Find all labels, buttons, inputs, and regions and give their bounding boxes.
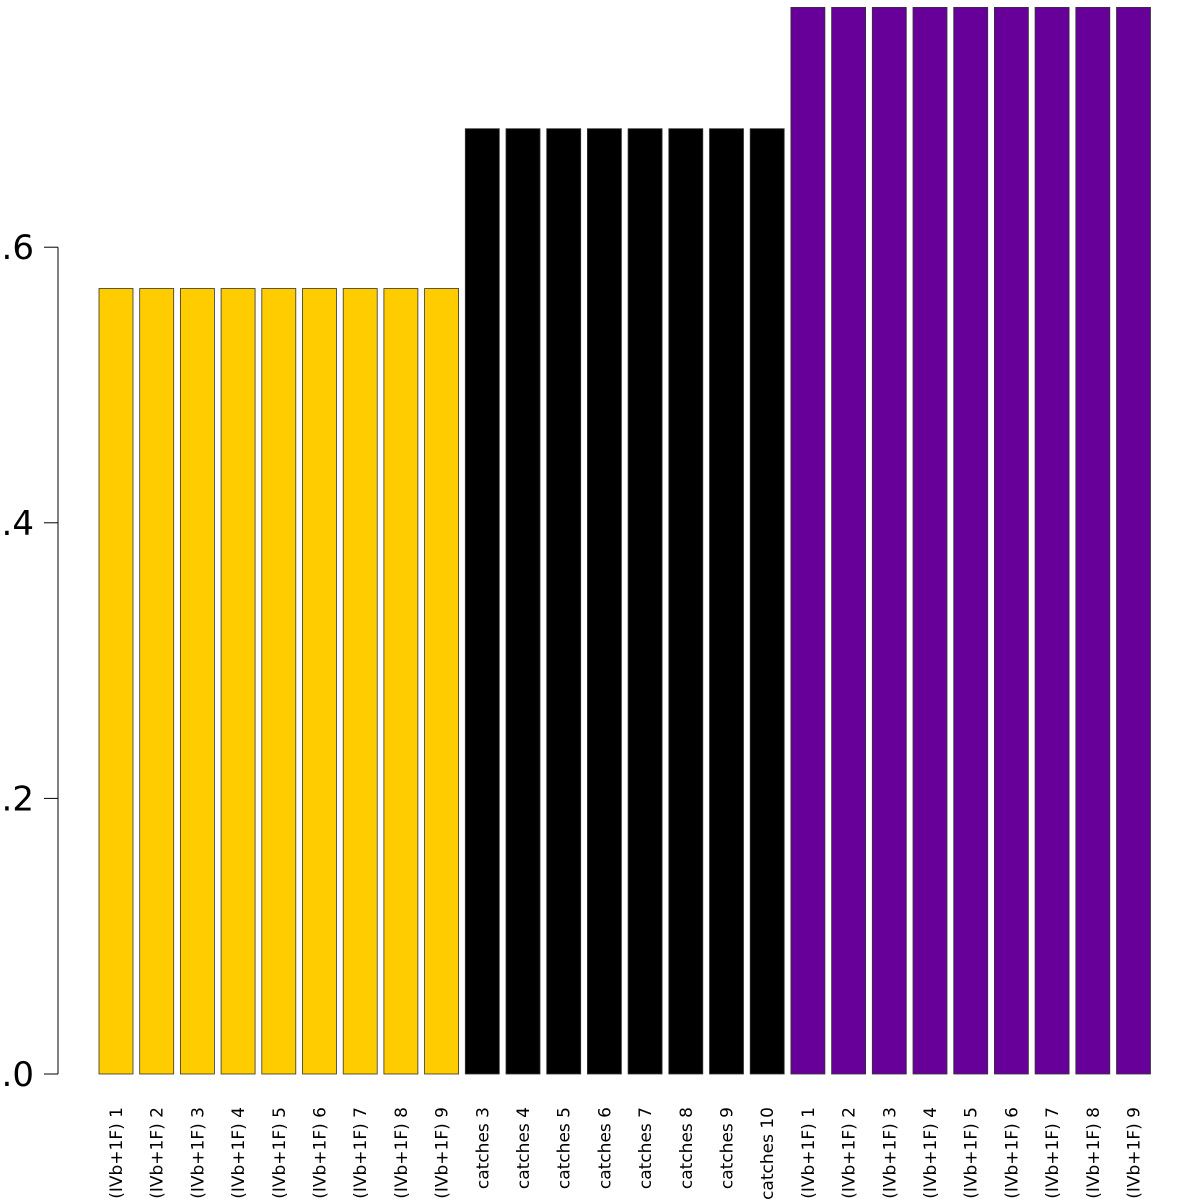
bar [994, 7, 1029, 1075]
x-tick-label: catches 3 [473, 1107, 493, 1189]
x-tick-label: catches 9 [718, 1107, 738, 1189]
bar [546, 128, 582, 1075]
x-tick-label: catches 8 [677, 1107, 697, 1189]
bar [1116, 7, 1151, 1075]
bar [871, 7, 907, 1075]
x-tick-label: (IVb+1F) 5 [962, 1107, 982, 1199]
bar [1034, 7, 1070, 1075]
x-tick-label: (IVb+1F) 1 [799, 1107, 819, 1199]
x-tick-label: catches 4 [514, 1107, 534, 1189]
bar [587, 128, 622, 1075]
bar [1075, 7, 1111, 1075]
x-tick-label: (IVb+1F) 2 [840, 1107, 860, 1199]
x-tick-label: catches 7 [636, 1107, 656, 1189]
x-tick-label: (IVb+1F) 1 [107, 1107, 127, 1199]
bar [627, 128, 663, 1075]
bar [912, 7, 948, 1075]
bar [831, 7, 866, 1075]
bar [953, 7, 989, 1075]
bar [668, 128, 704, 1075]
x-tick-label: (IVb+1F) 8 [392, 1107, 412, 1199]
bar [98, 288, 134, 1075]
y-tick-label: 0.6 [0, 228, 34, 268]
x-tick-label: (IVb+1F) 7 [1043, 1107, 1063, 1199]
bar [505, 128, 541, 1075]
x-tick-label: (IVb+1F) 4 [229, 1107, 249, 1199]
x-tick-label: (IVb+1F) 6 [311, 1107, 331, 1199]
x-tick-label: catches 10 [758, 1107, 778, 1200]
x-tick-label: (IVb+1F) 4 [921, 1107, 941, 1199]
bar [261, 288, 297, 1075]
x-tick-label: (IVb+1F) 3 [880, 1107, 900, 1199]
x-tick-label: (IVb+1F) 9 [1125, 1107, 1145, 1199]
bar [424, 288, 460, 1075]
x-axis-labels: (IVb+1F) 1 (IVb+1F) 2 (IVb+1F) 3 (IVb+1F) 4… [107, 1107, 1145, 1200]
y-tick-label: 0.2 [0, 779, 34, 819]
x-tick-label: (IVb+1F) 3 [188, 1107, 208, 1199]
bar [749, 128, 785, 1075]
bar [139, 288, 175, 1075]
bar [464, 128, 500, 1075]
bars [98, 7, 1151, 1075]
bar [302, 288, 337, 1075]
x-tick-label: (IVb+1F) 5 [270, 1107, 290, 1199]
bar [709, 128, 744, 1075]
bar [220, 288, 256, 1075]
x-tick-label: (IVb+1F) 8 [1084, 1107, 1104, 1199]
bar [383, 288, 419, 1075]
bar [790, 7, 826, 1075]
bar [179, 288, 215, 1075]
x-tick-label: (IVb+1F) 6 [1002, 1107, 1022, 1199]
x-tick-label: catches 6 [595, 1107, 615, 1189]
y-tick-label: 0.4 [0, 504, 34, 544]
x-tick-label: (IVb+1F) 2 [148, 1107, 168, 1199]
bar [342, 288, 378, 1075]
y-axis: 0.0 0.2 0.4 0.6 [0, 228, 59, 1095]
x-tick-label: catches 5 [555, 1107, 575, 1189]
x-tick-label: (IVb+1F) 9 [433, 1107, 453, 1199]
x-tick-label: (IVb+1F) 7 [351, 1107, 371, 1199]
y-tick-label: 0.0 [0, 1055, 34, 1095]
